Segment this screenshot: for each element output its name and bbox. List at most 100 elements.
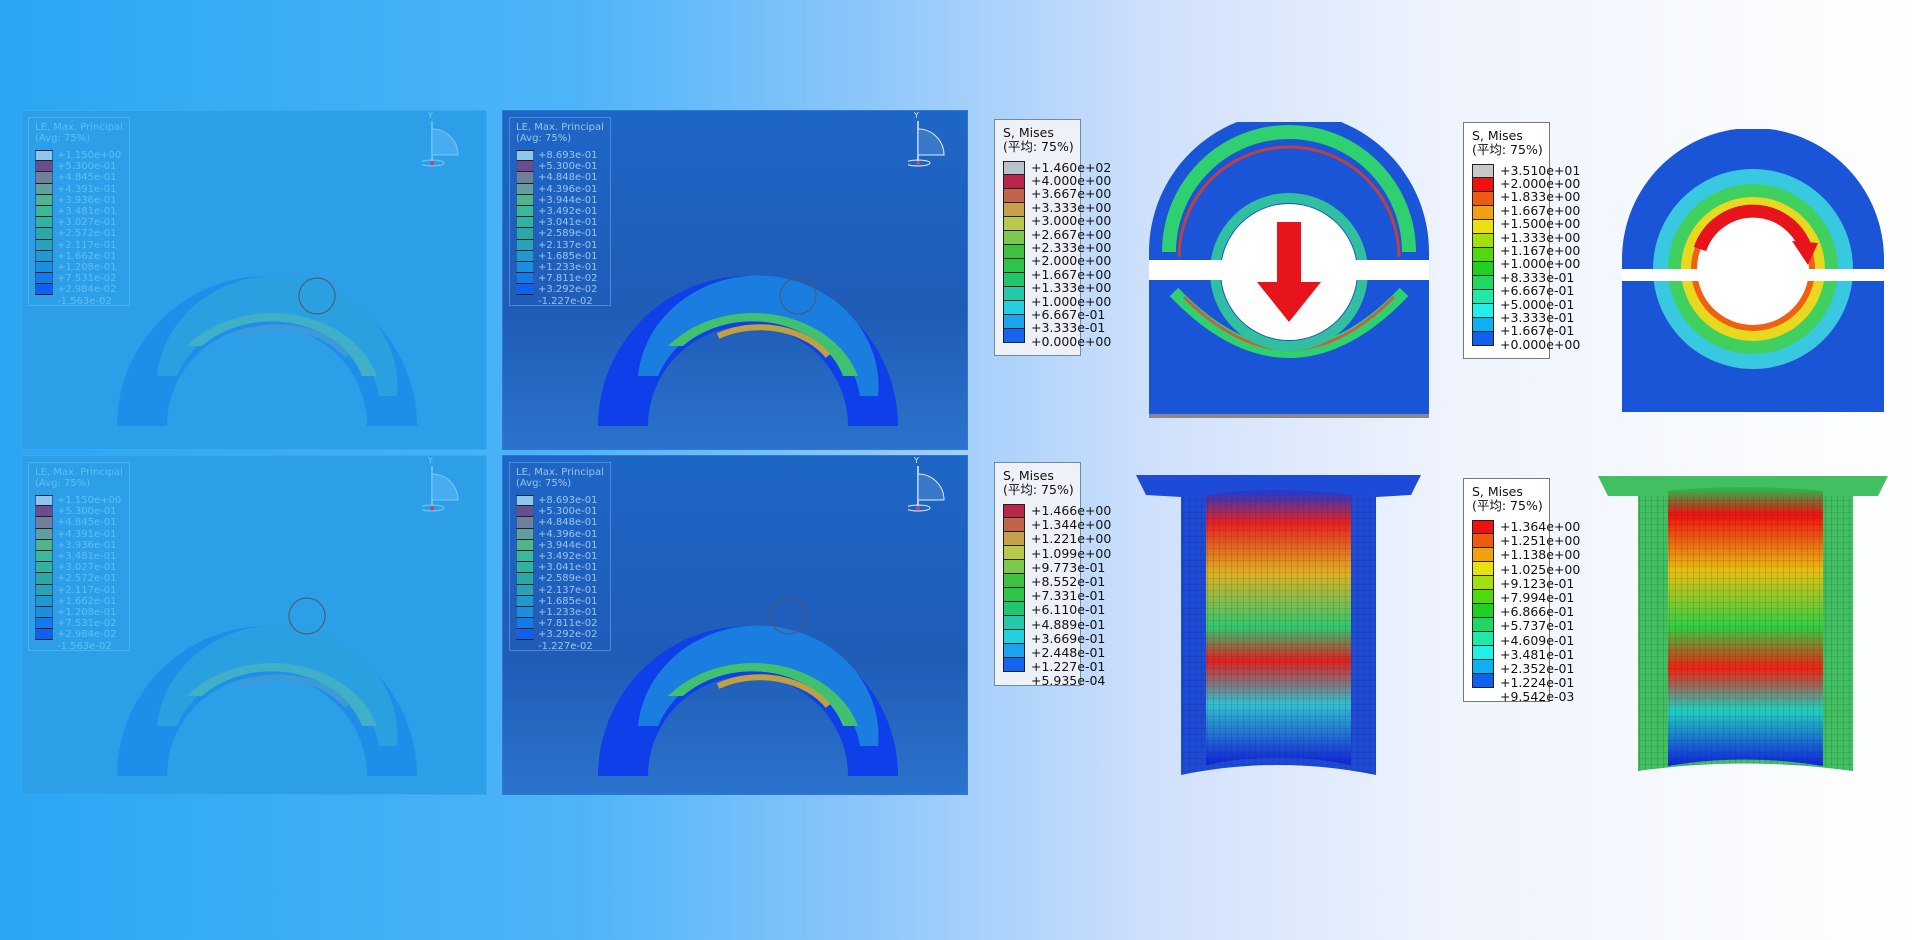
- legend-swatch: [35, 183, 53, 195]
- panel-le-top-left: LE, Max. Principal (Avg: 75%) +1.150e+00 +5…: [21, 110, 487, 450]
- legend-swatch: [1472, 289, 1494, 304]
- legend-swatch: [516, 273, 534, 285]
- legend-swatch: [1003, 602, 1025, 617]
- legend-swatch: [1472, 576, 1494, 591]
- legend-swatch-row: [516, 261, 604, 274]
- legend-subtitle: (Avg: 75%): [35, 478, 91, 490]
- legend-swatch: [1472, 275, 1494, 290]
- legend-swatch: [1472, 534, 1494, 549]
- legend-value: +6.866e-01: [1500, 604, 1575, 620]
- legend-value: +7.811e-02: [538, 273, 598, 285]
- legend-swatch-row: [1003, 286, 1074, 301]
- legend-swatch: [35, 261, 53, 274]
- rotate-arrow-icon: [1693, 204, 1813, 252]
- legend-swatch: [1003, 588, 1025, 603]
- legend-value: +1.233e-01: [538, 607, 598, 618]
- legend-swatch-row: [1003, 546, 1074, 561]
- legend-value: +1.667e-01: [1500, 323, 1575, 339]
- legend-swatch-row: [1003, 328, 1074, 343]
- legend-subtitle: (平均: 75%): [1472, 142, 1543, 157]
- legend-value: +0.000e+00: [1500, 336, 1581, 352]
- legend-swatch-row: [516, 539, 604, 551]
- legend-swatch-row: [35, 562, 123, 574]
- legend-swatch: [35, 606, 53, 619]
- legend-value: -1.227e-02: [538, 295, 593, 307]
- legend-value: +1.667e+00: [1500, 202, 1581, 218]
- legend-swatch: [1472, 191, 1494, 206]
- legend-subtitle: (平均: 75%): [1003, 482, 1074, 497]
- legend-swatch-row: [35, 161, 123, 173]
- legend-value: +7.331e-01: [1031, 588, 1106, 604]
- legend-swatch-row: [1003, 202, 1074, 217]
- legend-value: +4.845e-01: [57, 517, 117, 529]
- legend-title: S, Mises: [1472, 128, 1523, 143]
- legend-value: +7.994e-01: [1500, 590, 1575, 606]
- legend-value: +3.481e-01: [57, 206, 117, 217]
- legend-value: +4.889e-01: [1031, 616, 1106, 632]
- coordinate-triad: [419, 111, 472, 171]
- legend-swatch: [1003, 574, 1025, 589]
- legend-swatch: [1472, 674, 1494, 689]
- legend-swatch: [516, 517, 534, 529]
- legend-swatch-row: [1003, 272, 1074, 287]
- legend-swatch-row: [1472, 289, 1543, 304]
- legend-value: +2.667e+00: [1031, 226, 1112, 242]
- legend-value: +9.123e-01: [1500, 575, 1575, 591]
- legend-swatch: [35, 539, 53, 551]
- legend-swatch-row: [35, 517, 123, 529]
- legend-swatch-row: [1003, 588, 1074, 603]
- legend-subtitle: (Avg: 75%): [516, 478, 572, 490]
- legend-scale: +1.460e+02 +4.000e+00 +3.667e+00 +3.333e+00…: [1003, 160, 1111, 350]
- legend-swatch-row: [516, 606, 604, 619]
- legend-value: +9.542e-03: [1500, 689, 1575, 705]
- legend-swatch: [516, 261, 534, 274]
- legend-value: +2.117e-01: [57, 239, 117, 251]
- legend-swatch: [35, 629, 53, 641]
- legend-swatch: [1003, 174, 1025, 189]
- legend-swatch: [1003, 230, 1025, 245]
- legend-swatch-row: [35, 205, 123, 218]
- legend-value: +1.460e+02: [1031, 159, 1112, 175]
- legend-swatch-row: [1003, 216, 1074, 231]
- legend-swatch-row: [35, 239, 123, 251]
- legend-swatch-row: [1003, 300, 1074, 315]
- legend-swatch: [35, 562, 53, 574]
- legend-swatch-row: [516, 528, 604, 540]
- legend-value: +7.531e-02: [57, 618, 117, 630]
- legend-swatch-row: [1003, 188, 1074, 203]
- legend-value: +2.984e-02: [57, 629, 117, 641]
- legend-swatch-row: [1472, 548, 1543, 563]
- legend-swatch: [1472, 331, 1494, 346]
- legend-swatch: [35, 550, 53, 563]
- legend-swatch: [1003, 272, 1025, 287]
- legend-swatch-row: [516, 550, 604, 563]
- legend-swatch: [35, 250, 53, 262]
- legend-swatch: [1472, 562, 1494, 577]
- legend-value: +5.935e-04: [1031, 673, 1106, 689]
- legend-value: +3.481e-01: [57, 551, 117, 562]
- legend-swatch: [516, 194, 534, 206]
- legend-swatch-row: [516, 183, 604, 195]
- legend-swatch-row: [516, 239, 604, 251]
- legend-value: +4.391e-01: [57, 528, 117, 540]
- legend-swatch-row: [1472, 646, 1543, 661]
- legend-value: +4.845e-01: [57, 172, 117, 184]
- legend-value: +1.227e-01: [1031, 659, 1106, 675]
- legend-title: S, Mises: [1472, 484, 1523, 499]
- strain-legend: LE, Max. Principal (Avg: 75%) +8.693e-01 +5…: [509, 117, 611, 307]
- legend-swatch: [516, 618, 534, 630]
- legend-value: +2.589e-01: [538, 573, 598, 585]
- legend-swatch-row: [1472, 303, 1543, 318]
- legend-swatch: [35, 573, 53, 585]
- legend-value: +4.848e-01: [538, 172, 598, 184]
- legend-value: +1.150e+00: [57, 150, 122, 161]
- legend-subtitle: (平均: 75%): [1472, 498, 1543, 513]
- tire-contour-plot: [598, 576, 898, 794]
- legend-swatch: [516, 550, 534, 563]
- legend-swatch: [516, 584, 534, 596]
- legend-value: +1.025e+00: [1500, 561, 1581, 577]
- legend-value: +3.027e-01: [57, 217, 117, 229]
- legend-swatch: [516, 562, 534, 574]
- legend-title: LE, Max. Principal: [35, 122, 123, 133]
- legend-title: S, Mises: [1003, 468, 1054, 483]
